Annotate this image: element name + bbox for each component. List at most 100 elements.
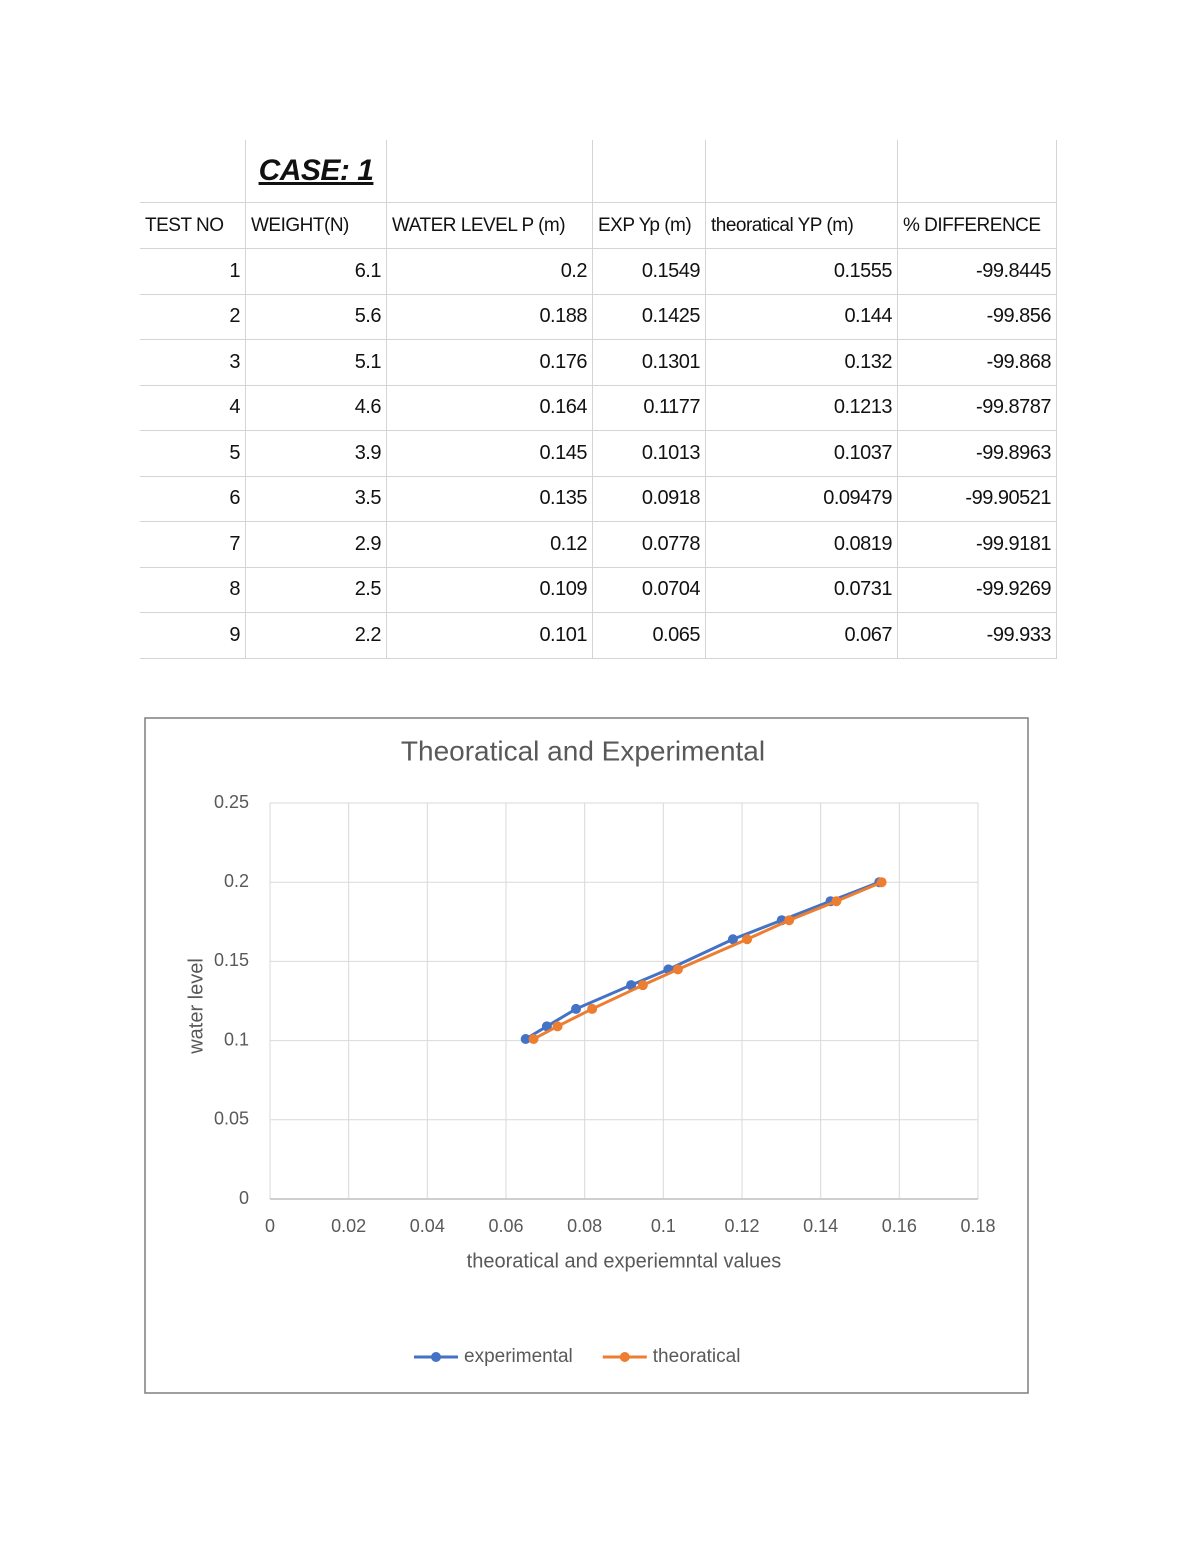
table-cell: -99.868 xyxy=(898,340,1057,386)
column-header: theoratical YP (m) xyxy=(706,203,898,249)
empty-cell xyxy=(387,140,593,203)
x-tick-label: 0.14 xyxy=(803,1216,838,1236)
x-tick-label: 0.02 xyxy=(331,1216,366,1236)
table-cell: 7 xyxy=(140,522,246,568)
table-cell: 0.1037 xyxy=(706,431,898,477)
table-cell: -99.90521 xyxy=(898,476,1057,522)
chart-frame xyxy=(144,717,1029,1394)
series-line xyxy=(532,880,883,1041)
series-line xyxy=(524,880,880,1041)
table-cell: 0.164 xyxy=(387,385,593,431)
table-cell: 0.144 xyxy=(706,294,898,340)
empty-cell xyxy=(593,140,706,203)
table-cell: -99.933 xyxy=(898,613,1057,659)
y-tick-label: 0.2 xyxy=(224,871,249,891)
table-cell: 6.1 xyxy=(246,249,387,295)
legend-label: experimental xyxy=(464,1346,573,1367)
data-point xyxy=(520,1034,531,1045)
table-cell: 0.0778 xyxy=(593,522,706,568)
y-tick-label: 0.15 xyxy=(214,950,249,970)
table-cell: 0.188 xyxy=(387,294,593,340)
data-point xyxy=(876,877,887,888)
table-cell: 4 xyxy=(140,385,246,431)
data-point xyxy=(825,896,836,907)
table-cell: 3.5 xyxy=(246,476,387,522)
data-point xyxy=(727,934,738,945)
table-cell: 5.1 xyxy=(246,340,387,386)
table-cell: -99.856 xyxy=(898,294,1057,340)
table-cell: 0.1213 xyxy=(706,385,898,431)
table-cell: 0.0704 xyxy=(593,567,706,613)
x-tick-label: 0.1 xyxy=(651,1216,676,1236)
table-cell: 0.09479 xyxy=(706,476,898,522)
table-cell: 0.101 xyxy=(387,613,593,659)
x-tick-label: 0.12 xyxy=(724,1216,759,1236)
data-point xyxy=(742,934,753,945)
y-tick-label: 0.1 xyxy=(224,1029,249,1049)
data-point xyxy=(626,980,637,991)
x-tick-label: 0.06 xyxy=(488,1216,523,1236)
x-tick-label: 0.18 xyxy=(960,1216,995,1236)
x-tick-label: 0.04 xyxy=(410,1216,445,1236)
data-point xyxy=(663,964,674,975)
data-point xyxy=(672,964,683,975)
table-cell: 0.0731 xyxy=(706,567,898,613)
table-cell: -99.8787 xyxy=(898,385,1057,431)
chart-title: Theoratical and Experimental xyxy=(401,735,765,766)
y-axis-label: water level xyxy=(185,958,207,1055)
table-cell: 0.132 xyxy=(706,340,898,386)
table-cell: 8 xyxy=(140,567,246,613)
table-title: CASE: 1 xyxy=(246,140,387,203)
data-point xyxy=(552,1021,563,1032)
table-cell: 0.0819 xyxy=(706,522,898,568)
column-header: % DIFFERENCE xyxy=(898,203,1057,249)
table-cell: 2.5 xyxy=(246,567,387,613)
x-axis-label: theoratical and experiemntal values xyxy=(467,1250,782,1272)
y-tick-label: 0.05 xyxy=(214,1109,249,1129)
data-point xyxy=(637,980,648,991)
table-cell: 0.1177 xyxy=(593,385,706,431)
legend-marker xyxy=(431,1352,441,1362)
y-tick-label: 0 xyxy=(239,1188,249,1208)
table-cell: 9 xyxy=(140,613,246,659)
table-cell: 2 xyxy=(140,294,246,340)
column-header: WEIGHT(N) xyxy=(246,203,387,249)
table-cell: 0.2 xyxy=(387,249,593,295)
table-cell: 0.067 xyxy=(706,613,898,659)
empty-cell xyxy=(706,140,898,203)
table-cell: -99.9181 xyxy=(898,522,1057,568)
x-tick-label: 0.16 xyxy=(882,1216,917,1236)
table-cell: 0.135 xyxy=(387,476,593,522)
data-point xyxy=(528,1034,539,1045)
table-cell: 0.1425 xyxy=(593,294,706,340)
table-cell: 2.9 xyxy=(246,522,387,568)
spreadsheet: CASE: 1 TEST NO WEIGHT(N) WATER LEVEL P (m)… xyxy=(140,140,1057,659)
table-cell: 0.1301 xyxy=(593,340,706,386)
y-tick-label: 0.25 xyxy=(214,792,249,812)
x-tick-label: 0.08 xyxy=(567,1216,602,1236)
table-cell: 0.12 xyxy=(387,522,593,568)
table-cell: 4.6 xyxy=(246,385,387,431)
table-cell: 5.6 xyxy=(246,294,387,340)
empty-cell xyxy=(898,140,1057,203)
table-cell: -99.8963 xyxy=(898,431,1057,477)
table-cell: 5 xyxy=(140,431,246,477)
data-point xyxy=(587,1003,598,1014)
table-cell: 2.2 xyxy=(246,613,387,659)
column-header: WATER LEVEL P (m) xyxy=(387,203,593,249)
legend-marker xyxy=(619,1352,630,1362)
table-cell: -99.8445 xyxy=(898,249,1057,295)
table-cell: 1 xyxy=(140,249,246,295)
table-cell: -99.9269 xyxy=(898,567,1057,613)
table-cell: 0.176 xyxy=(387,340,593,386)
table-cell: 0.1555 xyxy=(706,249,898,295)
data-point xyxy=(831,896,842,907)
empty-cell xyxy=(140,140,246,203)
table-cell: 0.109 xyxy=(387,567,593,613)
table-cell: 0.1549 xyxy=(593,249,706,295)
column-header: TEST NO xyxy=(140,203,246,249)
table-cell: 0.065 xyxy=(593,613,706,659)
column-header: EXP Yp (m) xyxy=(593,203,706,249)
table-cell: 3.9 xyxy=(246,431,387,477)
table-cell: 3 xyxy=(140,340,246,386)
